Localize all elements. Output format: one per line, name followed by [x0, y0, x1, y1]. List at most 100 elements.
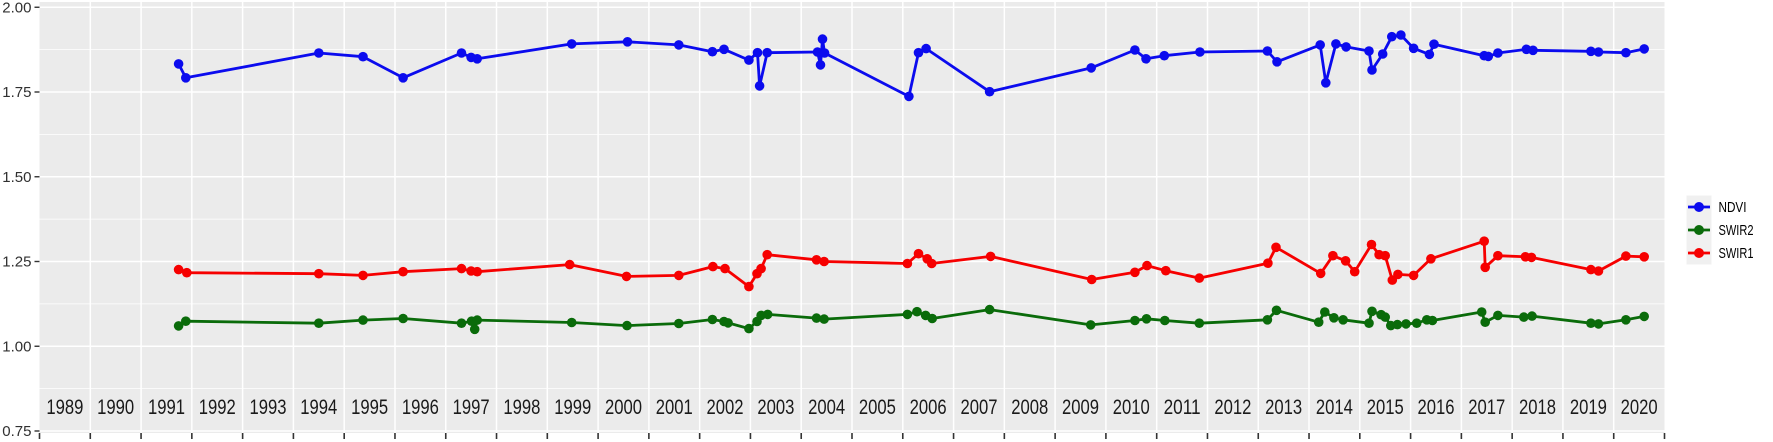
- swir1-point: [1142, 260, 1152, 271]
- ndvi-point: [566, 39, 577, 49]
- legend-label-swir2: SWIR2: [1719, 222, 1754, 239]
- swir1-point: [472, 266, 483, 277]
- ndvi-point: [1593, 47, 1604, 57]
- x-tick-label: 1989: [46, 396, 83, 419]
- x-tick-label: 2015: [1367, 396, 1404, 419]
- swir1-point: [1479, 236, 1489, 246]
- swir1-point: [1408, 270, 1419, 281]
- swir2-point: [456, 318, 467, 329]
- ndvi-point: [1621, 47, 1631, 58]
- ndvi-point: [913, 47, 924, 58]
- swir1-point: [1493, 250, 1503, 261]
- ndvi-point: [921, 43, 931, 54]
- legend-key-point: [1694, 202, 1704, 212]
- x-tick-label: 1991: [148, 396, 185, 419]
- x-tick-label: 2006: [910, 396, 947, 419]
- swir2-point: [1639, 311, 1649, 322]
- ndvi-point: [173, 59, 184, 69]
- swir2-point: [1367, 306, 1377, 317]
- swir2-point: [1338, 315, 1348, 325]
- x-tick-label: 1990: [97, 396, 134, 419]
- ndvi-point: [744, 55, 754, 65]
- swir1-point: [913, 248, 924, 259]
- swir1-point: [314, 268, 324, 279]
- ndvi-point: [1639, 44, 1649, 54]
- ndvi-point: [817, 34, 828, 44]
- ndvi-point: [1315, 40, 1325, 50]
- x-tick-label: 2001: [656, 396, 693, 419]
- x-tick-label: 2005: [859, 396, 896, 419]
- x-tick-label: 2018: [1519, 396, 1556, 419]
- swir1-point: [674, 270, 684, 281]
- swir1-point: [182, 267, 192, 278]
- ndvi-point: [472, 54, 483, 64]
- x-tick-label: 2013: [1265, 396, 1302, 419]
- swir1-point: [1380, 250, 1390, 261]
- x-tick-label: 2017: [1468, 396, 1505, 419]
- x-tick-label: 2019: [1570, 396, 1607, 419]
- swir1-point: [358, 270, 368, 281]
- ndvi-point: [719, 44, 729, 55]
- swir2-point: [1141, 314, 1152, 324]
- swir1-point: [1621, 251, 1631, 261]
- swir1-point: [1263, 258, 1273, 269]
- ndvi-point: [398, 73, 408, 83]
- ndvi-point: [314, 48, 324, 58]
- swir1-point: [1639, 251, 1649, 262]
- x-tick-label: 1999: [554, 396, 591, 419]
- swir1-point: [811, 254, 822, 265]
- x-tick-label: 2012: [1214, 396, 1251, 419]
- swir2-point: [1364, 318, 1374, 329]
- swir1-point: [902, 258, 913, 269]
- swir1-point: [756, 263, 766, 274]
- ndvi-point: [1195, 47, 1205, 57]
- swir2-point: [566, 317, 577, 328]
- ndvi-point: [622, 37, 633, 47]
- ndvi-point: [1429, 39, 1439, 49]
- legend-key-point: [1694, 248, 1704, 258]
- swir2-point: [358, 315, 368, 325]
- x-tick-label: 2016: [1417, 396, 1454, 419]
- x-tick-label: 2004: [808, 396, 845, 419]
- ndvi-point: [1408, 43, 1419, 54]
- swir2-point: [762, 309, 773, 320]
- swir2-point: [1320, 307, 1330, 317]
- x-tick-label: 2008: [1011, 396, 1048, 419]
- legend-label-swir1: SWIR1: [1719, 245, 1754, 262]
- ndvi-point: [1272, 57, 1282, 67]
- ndvi-point: [1424, 49, 1435, 60]
- swir2-point: [181, 316, 191, 327]
- swir1-point: [985, 251, 996, 262]
- ndvi-point: [707, 46, 718, 57]
- x-tick-label: 1993: [250, 396, 287, 419]
- swir2-point: [1593, 319, 1604, 329]
- swir2-point: [1519, 312, 1529, 322]
- swir1-point: [720, 263, 730, 274]
- x-tick-label: 2014: [1316, 396, 1353, 419]
- swir2-point: [1586, 318, 1596, 329]
- x-tick-label: 2011: [1164, 396, 1201, 419]
- swir1-point: [456, 263, 467, 274]
- swir2-point: [1411, 318, 1422, 329]
- swir2-point: [398, 313, 408, 324]
- swir1-point: [762, 249, 772, 260]
- swir2-point: [707, 314, 718, 325]
- ndvi-point: [752, 47, 763, 58]
- x-tick-label: 2000: [605, 396, 642, 419]
- swir2-point: [1392, 319, 1403, 330]
- swir2-point: [1085, 320, 1096, 330]
- ndvi-point: [358, 51, 368, 62]
- swir1-point: [1366, 239, 1377, 250]
- swir1-point: [1426, 253, 1436, 264]
- ndvi-point: [1321, 78, 1331, 88]
- swir1-point: [1161, 265, 1171, 276]
- swir2-point: [1271, 305, 1282, 316]
- y-tick-label: 1.50: [2, 169, 31, 186]
- ndvi-point: [1528, 45, 1538, 56]
- ndvi-point: [762, 47, 772, 58]
- swir2-point: [622, 320, 632, 331]
- ndvi-point: [819, 48, 830, 58]
- ndvi-point: [815, 60, 826, 70]
- ndvi-point: [1387, 31, 1397, 42]
